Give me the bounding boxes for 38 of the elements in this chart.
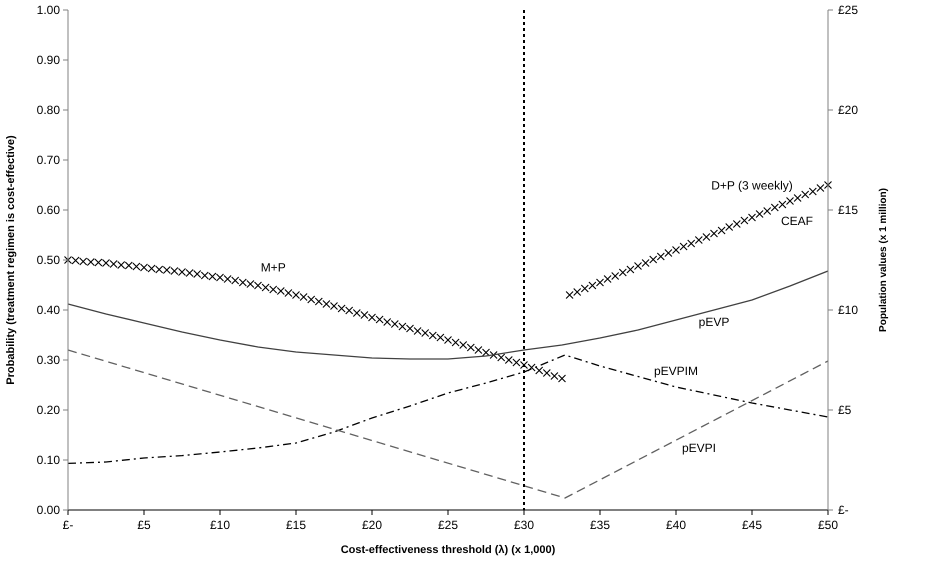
y-tick-label: 0.10 (36, 453, 60, 467)
series-label: pEVPIM (654, 364, 698, 378)
series-label: pEVP (698, 315, 730, 329)
y-tick-label: 1.00 (36, 3, 60, 17)
y-tick-label: 0.30 (36, 353, 60, 367)
y2-tick-label: £20 (838, 103, 858, 117)
y-tick-label: 0.50 (36, 253, 60, 267)
y-tick-label: 0.60 (36, 203, 60, 217)
y-axis-title: Probability (treatment regimen is cost-effective) (5, 134, 17, 385)
x-tick-label: £10 (210, 518, 230, 532)
x-tick-label: £20 (362, 518, 382, 532)
x-tick-label: £45 (742, 518, 762, 532)
x-tick-label: £40 (666, 518, 686, 532)
y-tick-label: 0.70 (36, 153, 60, 167)
y2-tick-label: £- (838, 503, 849, 517)
x-tick-label: £30 (514, 518, 534, 532)
x-tick-label: £15 (286, 518, 306, 532)
x-tick-label: £5 (137, 518, 151, 532)
y-tick-label: 0.20 (36, 403, 60, 417)
x-tick-label: £25 (438, 518, 458, 532)
y-tick-label: 0.90 (36, 53, 60, 67)
x-tick-label: £- (62, 518, 74, 532)
line-series (67, 270, 829, 360)
y2-tick-label: £15 (838, 203, 858, 217)
x-axis-title: Cost-effectiveness threshold (λ) (x 1,000) (340, 544, 556, 556)
y2-axis-title: Population values (x 1 million) (878, 188, 889, 332)
series-label: pEVPI (682, 441, 716, 456)
annotation: CEAF (780, 214, 813, 228)
y2-tick-label: £25 (838, 3, 858, 17)
y-tick-label: 0.80 (36, 103, 60, 117)
y2-tick-label: £10 (838, 303, 858, 317)
x-tick-label: £50 (818, 518, 838, 532)
y-tick-label: 0.40 (36, 303, 60, 317)
y-tick-label: 0.00 (36, 503, 60, 517)
series-label: M+P (260, 260, 286, 274)
x-tick-label: £35 (590, 518, 610, 532)
y2-tick-label: £5 (838, 403, 852, 417)
series-label: D+P (3 weekly) (711, 178, 793, 192)
